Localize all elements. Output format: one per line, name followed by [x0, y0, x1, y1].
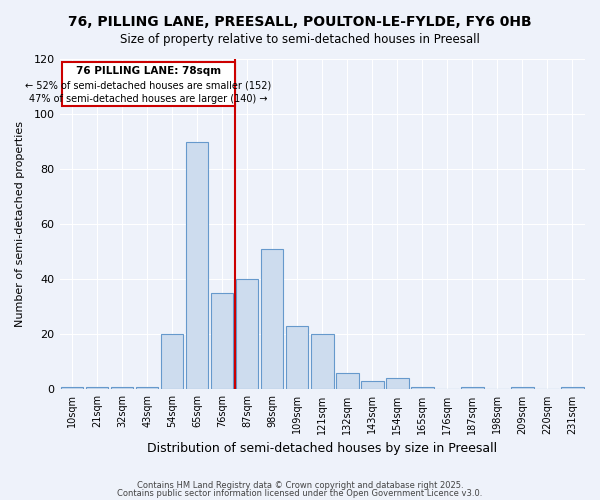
- Bar: [361, 381, 383, 390]
- Bar: [61, 386, 83, 390]
- Text: Size of property relative to semi-detached houses in Preesall: Size of property relative to semi-detach…: [120, 32, 480, 46]
- Bar: [136, 386, 158, 390]
- Text: 47% of semi-detached houses are larger (140) →: 47% of semi-detached houses are larger (…: [29, 94, 268, 104]
- Bar: [211, 293, 233, 390]
- Bar: [186, 142, 208, 390]
- FancyBboxPatch shape: [62, 62, 235, 106]
- Y-axis label: Number of semi-detached properties: Number of semi-detached properties: [15, 121, 25, 327]
- Bar: [561, 386, 584, 390]
- Text: ← 52% of semi-detached houses are smaller (152): ← 52% of semi-detached houses are smalle…: [25, 80, 271, 90]
- Bar: [286, 326, 308, 390]
- X-axis label: Distribution of semi-detached houses by size in Preesall: Distribution of semi-detached houses by …: [147, 442, 497, 455]
- Bar: [111, 386, 133, 390]
- Bar: [461, 386, 484, 390]
- Bar: [311, 334, 334, 390]
- Text: 76 PILLING LANE: 78sqm: 76 PILLING LANE: 78sqm: [76, 66, 221, 76]
- Bar: [261, 249, 283, 390]
- Text: 76, PILLING LANE, PREESALL, POULTON-LE-FYLDE, FY6 0HB: 76, PILLING LANE, PREESALL, POULTON-LE-F…: [68, 15, 532, 29]
- Bar: [336, 373, 359, 390]
- Bar: [511, 386, 534, 390]
- Text: Contains public sector information licensed under the Open Government Licence v3: Contains public sector information licen…: [118, 489, 482, 498]
- Text: Contains HM Land Registry data © Crown copyright and database right 2025.: Contains HM Land Registry data © Crown c…: [137, 480, 463, 490]
- Bar: [86, 386, 109, 390]
- Bar: [386, 378, 409, 390]
- Bar: [161, 334, 184, 390]
- Bar: [411, 386, 434, 390]
- Bar: [236, 280, 259, 390]
